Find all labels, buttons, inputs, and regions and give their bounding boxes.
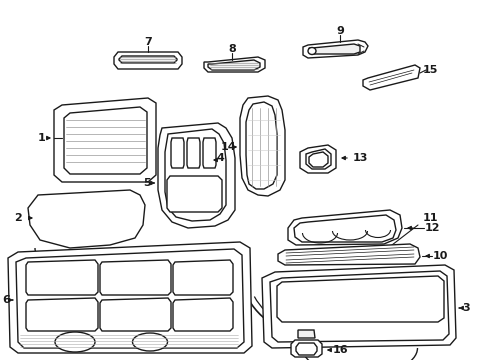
Polygon shape [295,343,316,355]
Polygon shape [276,276,443,322]
Polygon shape [173,260,232,295]
Polygon shape [164,129,225,221]
Text: 4: 4 [216,153,224,163]
Text: 9: 9 [335,26,343,36]
Polygon shape [100,260,171,295]
Polygon shape [171,138,183,168]
Polygon shape [16,249,244,348]
Polygon shape [158,123,235,228]
Ellipse shape [132,333,167,351]
Text: 14: 14 [220,142,235,152]
Text: 5: 5 [143,178,150,188]
Polygon shape [54,98,156,182]
Polygon shape [173,298,232,331]
Polygon shape [26,298,98,331]
Polygon shape [64,107,147,174]
Text: 12: 12 [424,223,439,233]
Text: 15: 15 [422,65,437,75]
Text: 7: 7 [144,37,152,47]
Text: 16: 16 [331,345,347,355]
Polygon shape [269,271,448,342]
Text: 3: 3 [461,303,469,313]
Polygon shape [203,138,216,168]
Polygon shape [119,56,177,63]
Polygon shape [278,244,419,265]
Text: 8: 8 [228,44,235,54]
Polygon shape [308,44,359,54]
Polygon shape [183,153,203,170]
Polygon shape [114,52,182,69]
Polygon shape [186,138,200,168]
Polygon shape [308,152,327,167]
Polygon shape [8,242,251,353]
Text: 1: 1 [38,133,46,143]
Polygon shape [262,265,455,348]
Polygon shape [362,65,419,90]
Polygon shape [100,298,171,331]
Polygon shape [245,102,276,189]
Ellipse shape [307,48,315,54]
Ellipse shape [55,332,95,352]
Polygon shape [203,57,264,72]
Polygon shape [290,340,321,357]
Polygon shape [299,145,335,173]
Polygon shape [240,96,285,196]
Polygon shape [305,149,330,169]
Polygon shape [207,60,260,70]
Polygon shape [28,190,145,248]
Polygon shape [26,260,98,295]
Polygon shape [178,148,207,173]
Text: 6: 6 [2,295,10,305]
Text: 13: 13 [351,153,367,163]
Polygon shape [287,210,401,245]
Text: 10: 10 [431,251,447,261]
Polygon shape [167,176,222,212]
Polygon shape [293,215,395,242]
Polygon shape [303,40,367,58]
Text: 2: 2 [14,213,22,223]
Polygon shape [297,330,314,338]
Text: 11: 11 [421,213,437,223]
